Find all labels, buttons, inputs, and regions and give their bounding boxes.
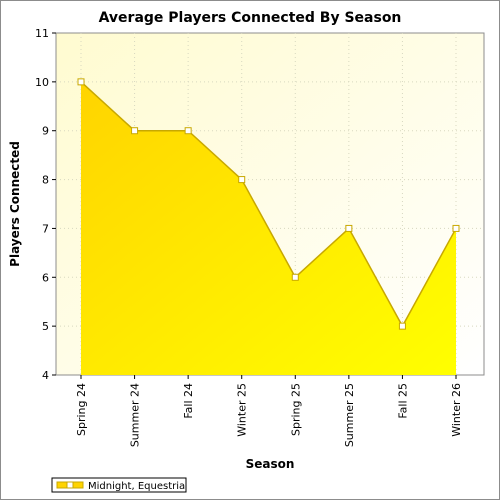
series-line [80, 81, 457, 328]
y-tick-label: 10 [35, 76, 49, 89]
x-tick-label: Summer 25 [343, 383, 356, 447]
data-point [238, 176, 246, 184]
series-area [81, 81, 456, 375]
data-point [291, 273, 299, 281]
legend: Midnight, Equestria [51, 477, 187, 493]
data-point [77, 78, 85, 86]
data-point [345, 224, 353, 232]
y-tick-label: 8 [42, 174, 49, 187]
y-tick-label: 4 [42, 369, 49, 382]
legend-marker-icon [66, 481, 74, 489]
chart-title: Average Players Connected By Season [99, 10, 402, 26]
x-axis-ticks: Spring 24 Summer 24 Fall 24 Winter 25 Spring… [75, 375, 463, 447]
legend-label: Midnight, Equestria [88, 481, 185, 492]
x-tick-label: Fall 24 [182, 383, 195, 419]
x-tick-label: Winter 25 [236, 383, 249, 437]
y-axis-ticks: 4 5 6 7 8 9 10 11 [35, 27, 56, 382]
data-point [398, 322, 406, 330]
y-axis-title: Players Connected [8, 141, 22, 267]
y-tick-label: 11 [35, 27, 49, 40]
data-point [184, 127, 192, 135]
legend-box [51, 477, 187, 493]
x-tick-label: Winter 26 [450, 383, 463, 437]
area-layer [77, 78, 460, 375]
x-tick-label: Spring 25 [289, 383, 302, 436]
x-axis-title: Season [246, 457, 295, 471]
data-point [131, 127, 139, 135]
x-tick-label: Fall 25 [396, 383, 409, 419]
y-tick-label: 6 [42, 271, 49, 284]
y-tick-label: 5 [42, 320, 49, 333]
y-tick-label: 9 [42, 125, 49, 138]
x-tick-label: Spring 24 [75, 383, 88, 436]
x-tick-label: Summer 24 [129, 383, 142, 447]
y-tick-label: 7 [42, 222, 49, 235]
data-point [452, 224, 460, 232]
